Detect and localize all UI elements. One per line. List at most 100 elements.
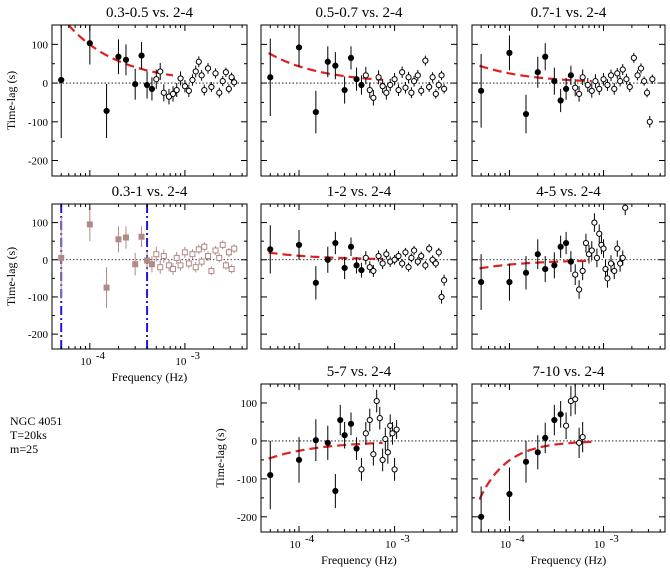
- plot-area: [472, 35, 665, 134]
- panel-title: 7-10 vs. 2-4: [532, 364, 605, 380]
- info-source: NGC 4051: [10, 414, 62, 428]
- data-point: [646, 118, 653, 125]
- data-point: [408, 89, 415, 96]
- data-point: [441, 85, 448, 92]
- data-point: [267, 471, 274, 479]
- data-point: [441, 277, 448, 284]
- data-point: [148, 261, 155, 268]
- data-point: [567, 258, 575, 265]
- plot-area: [472, 204, 665, 310]
- plot-area: [261, 28, 457, 134]
- data-point: [231, 79, 238, 86]
- data-point: [366, 416, 373, 424]
- data-point: [579, 434, 586, 441]
- plot-area: [52, 204, 247, 349]
- data-point: [362, 72, 369, 79]
- data-point: [596, 85, 603, 92]
- data-point: [295, 456, 303, 463]
- data-point: [607, 260, 615, 267]
- x-tick-exponent: -4: [515, 533, 525, 545]
- model-curve: [268, 52, 383, 81]
- plot-area: [261, 389, 457, 510]
- data-point: [358, 81, 365, 89]
- data-point: [418, 87, 425, 94]
- data-point: [422, 57, 429, 64]
- data-point: [379, 260, 386, 267]
- data-point: [362, 430, 369, 437]
- data-point: [195, 58, 202, 65]
- data-point: [600, 245, 607, 252]
- data-point: [614, 245, 621, 252]
- panel-3: 0.7-1 vs. 2-4: [471, 5, 666, 177]
- data-point: [160, 253, 167, 260]
- x-tick-label: 10: [290, 539, 302, 551]
- y-tick-label: 0: [43, 255, 49, 267]
- data-point: [582, 239, 590, 247]
- data-point: [181, 249, 188, 256]
- data-point: [579, 267, 586, 275]
- data-point: [165, 262, 172, 269]
- data-point: [617, 260, 624, 267]
- data-point: [382, 435, 389, 443]
- data-point: [373, 397, 380, 405]
- data-point: [170, 266, 177, 273]
- data-point: [138, 233, 145, 240]
- data-point: [617, 78, 624, 85]
- data-point: [551, 78, 558, 85]
- data-point: [169, 90, 177, 98]
- x-tick-label: 10: [80, 356, 92, 368]
- data-point: [160, 89, 167, 96]
- data-point: [208, 83, 215, 91]
- data-point: [86, 221, 93, 228]
- data-point: [267, 74, 274, 81]
- data-point: [588, 87, 595, 94]
- panel-title: 0.5-0.7 vs. 2-4: [315, 5, 403, 21]
- y-tick-label: 100: [32, 218, 49, 230]
- data-point: [506, 490, 513, 498]
- data-point: [576, 286, 583, 293]
- data-point: [384, 449, 391, 456]
- y-tick-label: -200: [28, 156, 49, 168]
- panel-frame: [260, 383, 458, 533]
- data-point: [562, 239, 570, 247]
- data-point: [195, 246, 202, 253]
- data-point: [189, 251, 196, 258]
- data-point: [607, 72, 615, 79]
- data-point: [358, 466, 365, 473]
- data-point: [414, 72, 421, 79]
- data-point: [353, 445, 360, 452]
- data-point: [379, 456, 386, 463]
- data-point: [429, 74, 436, 81]
- data-point: [435, 249, 442, 256]
- data-point: [205, 253, 212, 260]
- data-point: [192, 264, 199, 271]
- data-point: [534, 251, 541, 258]
- data-point: [579, 74, 586, 81]
- data-point: [614, 70, 621, 77]
- data-point: [622, 204, 629, 211]
- data-point: [649, 76, 656, 83]
- plot-area: [472, 384, 665, 532]
- data-point: [189, 76, 196, 84]
- data-point: [370, 267, 377, 275]
- panel-6: 4-5 vs. 2-4: [471, 184, 666, 350]
- data-point: [591, 219, 598, 226]
- data-point: [641, 78, 648, 85]
- data-point: [542, 53, 549, 60]
- data-point: [173, 86, 180, 94]
- data-point: [177, 262, 184, 269]
- data-point: [551, 262, 558, 269]
- plot-area: [261, 225, 457, 304]
- x-tick-exponent: -3: [401, 533, 411, 545]
- y-axis-label: Time-lag (s): [213, 428, 227, 487]
- data-point: [198, 72, 205, 79]
- data-point: [391, 256, 398, 263]
- data-point: [362, 254, 369, 262]
- data-point: [324, 439, 331, 446]
- data-point: [408, 254, 415, 262]
- data-point: [387, 81, 394, 89]
- data-point: [596, 230, 603, 237]
